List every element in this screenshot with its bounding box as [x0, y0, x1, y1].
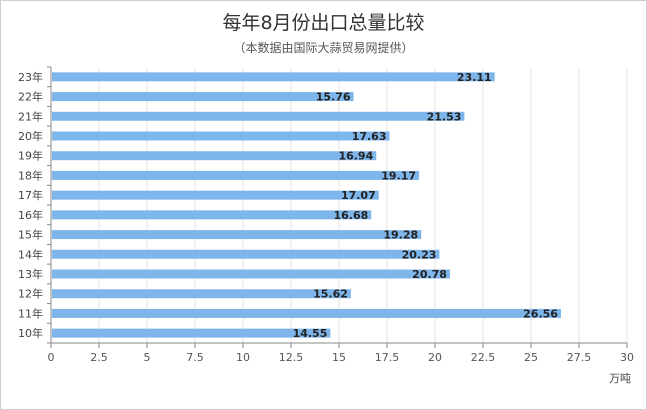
bars: 23.11 15.76 21.53 17.63 16.94 19.17 17.07 16.68…: [52, 71, 561, 340]
x-tick-label: 7.5: [186, 351, 204, 364]
x-tick-label: 12.5: [279, 351, 304, 364]
y-category-label: 17年: [18, 188, 43, 202]
bar: [52, 289, 351, 299]
x-tick-label: 5: [144, 351, 151, 364]
x-tick-label: 15: [332, 351, 346, 364]
y-category-label: 11年: [18, 306, 43, 320]
x-tick-label: 25: [524, 351, 538, 364]
chart-title: 每年8月份出口总量比较: [222, 12, 425, 34]
data-label: 26.56: [523, 307, 558, 320]
data-label: 19.28: [383, 229, 418, 242]
bar: [52, 249, 440, 259]
y-category-label: 19年: [18, 149, 43, 163]
y-category-label: 23年: [18, 70, 43, 84]
y-category-label: 12年: [18, 287, 43, 301]
data-label: 20.23: [402, 248, 437, 261]
bar: [52, 230, 422, 240]
data-label: 14.55: [293, 327, 328, 340]
bar: [52, 92, 354, 102]
bar: [52, 151, 377, 161]
x-tick-label: 2.5: [90, 351, 108, 364]
data-label: 19.17: [381, 169, 416, 182]
x-tick-label: 17.5: [375, 351, 400, 364]
x-axis-unit: 万吨: [609, 372, 631, 385]
bar: [52, 72, 495, 82]
data-label: 15.76: [316, 91, 351, 104]
y-category-label: 21年: [18, 109, 43, 123]
data-label: 17.63: [352, 130, 387, 143]
bar: [52, 111, 465, 121]
y-category-label: 15年: [18, 228, 43, 242]
bar: [52, 308, 561, 318]
y-category-label: 16年: [18, 208, 43, 222]
x-tick-label: 30: [620, 351, 634, 364]
bar: [52, 170, 420, 180]
x-tick-label: 10: [236, 351, 250, 364]
data-label: 21.53: [427, 110, 462, 123]
x-tick-label: 22.5: [471, 351, 496, 364]
y-category-label: 18年: [18, 168, 43, 182]
data-label: 15.62: [313, 288, 348, 301]
bar: [52, 210, 372, 220]
y-category-label: 20年: [18, 129, 43, 143]
data-label: 16.94: [338, 150, 373, 163]
x-tick-label: 27.5: [567, 351, 592, 364]
bar: [52, 131, 390, 141]
y-category-label: 13年: [18, 267, 43, 281]
y-category-label: 22年: [18, 90, 43, 104]
y-category-label: 10年: [18, 326, 43, 340]
grid-lines: [98, 67, 628, 343]
x-tick-label: 0: [48, 351, 55, 364]
chart-subtitle: （本数据由国际大蒜贸易网提供）: [233, 41, 414, 55]
y-category-label: 14年: [18, 247, 43, 261]
bar: [52, 190, 379, 200]
data-label: 17.07: [341, 189, 376, 202]
bar: [52, 328, 331, 338]
x-tick-label: 20: [428, 351, 442, 364]
data-label: 16.68: [333, 209, 368, 222]
bar: [52, 269, 450, 279]
axes: 0 2.5 5 7.5 10 12.5 15 17.5 20 22.5 25 27.5 30 23年 22年…: [18, 66, 634, 364]
data-label: 23.11: [457, 71, 492, 84]
data-label: 20.78: [412, 268, 447, 281]
